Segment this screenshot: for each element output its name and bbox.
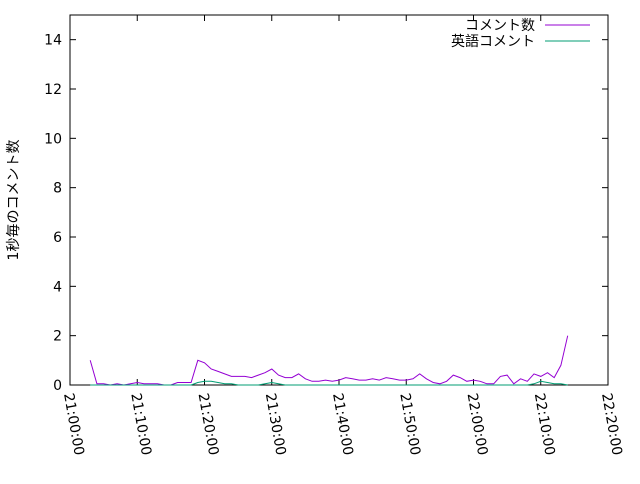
x-tick-label: 21:20:00 bbox=[195, 392, 222, 457]
y-tick-label: 0 bbox=[53, 378, 62, 394]
x-tick-label: 21:00:00 bbox=[60, 392, 87, 457]
x-tick-label: 21:30:00 bbox=[262, 392, 289, 457]
series-line-1 bbox=[90, 380, 568, 386]
y-tick-label: 12 bbox=[44, 82, 62, 98]
x-tick-label: 21:40:00 bbox=[329, 392, 356, 457]
x-tick-label: 22:20:00 bbox=[598, 392, 625, 457]
x-tick-label: 22:00:00 bbox=[464, 392, 491, 457]
x-tick-label: 22:10:00 bbox=[531, 392, 558, 457]
legend-label: 英語コメント bbox=[451, 33, 535, 50]
y-tick-label: 2 bbox=[53, 329, 62, 345]
x-tick-label: 21:50:00 bbox=[396, 392, 423, 457]
x-tick-label: 21:10:00 bbox=[127, 392, 154, 457]
series-line-0 bbox=[89, 335, 569, 386]
y-tick-label: 14 bbox=[44, 33, 62, 49]
plot-frame bbox=[69, 14, 609, 386]
y-axis-label: 1秒毎のコメント数 bbox=[6, 140, 22, 261]
y-tick-label: 6 bbox=[53, 230, 62, 246]
y-tick-label: 10 bbox=[44, 131, 62, 147]
legend-label: コメント数 bbox=[465, 18, 535, 34]
y-tick-label: 4 bbox=[53, 279, 62, 295]
y-tick-label: 8 bbox=[53, 181, 62, 197]
